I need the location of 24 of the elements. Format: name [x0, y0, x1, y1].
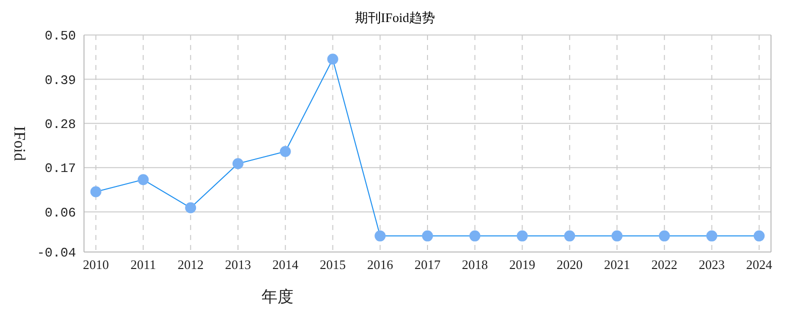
x-tick-label: 2012 — [178, 257, 204, 272]
x-tick-label: 2021 — [604, 257, 630, 272]
x-tick-label: 2020 — [556, 257, 583, 272]
y-axis-title: IFoid — [10, 126, 28, 161]
x-tick-label: 2017 — [414, 257, 441, 272]
y-tick-label: 0.17 — [44, 161, 76, 176]
x-tick-label: 2023 — [698, 257, 725, 272]
x-tick-label: 2018 — [462, 257, 488, 272]
chart-title: 期刊IFoid趋势 — [354, 9, 436, 27]
y-tick-label: 0.28 — [44, 117, 76, 132]
x-tick-label: 2011 — [130, 257, 156, 272]
x-tick-label: 2010 — [82, 257, 109, 272]
y-tick-label: 0.39 — [44, 72, 76, 88]
x-tick-label: 2022 — [651, 257, 678, 272]
x-tick-label: 2015 — [320, 257, 346, 272]
x-tick-label: 2014 — [272, 257, 299, 272]
x-tick-label: 2013 — [224, 257, 251, 272]
x-tick-label: 2024 — [746, 257, 773, 272]
y-tick-label: -0.04 — [36, 246, 76, 261]
x-tick-label: 2016 — [367, 257, 394, 272]
x-axis-title: 年度 — [262, 288, 294, 306]
x-tick-label: 2019 — [509, 257, 536, 272]
y-tick-label: 0.50 — [44, 28, 76, 44]
y-tick-label: 0.06 — [44, 205, 76, 220]
